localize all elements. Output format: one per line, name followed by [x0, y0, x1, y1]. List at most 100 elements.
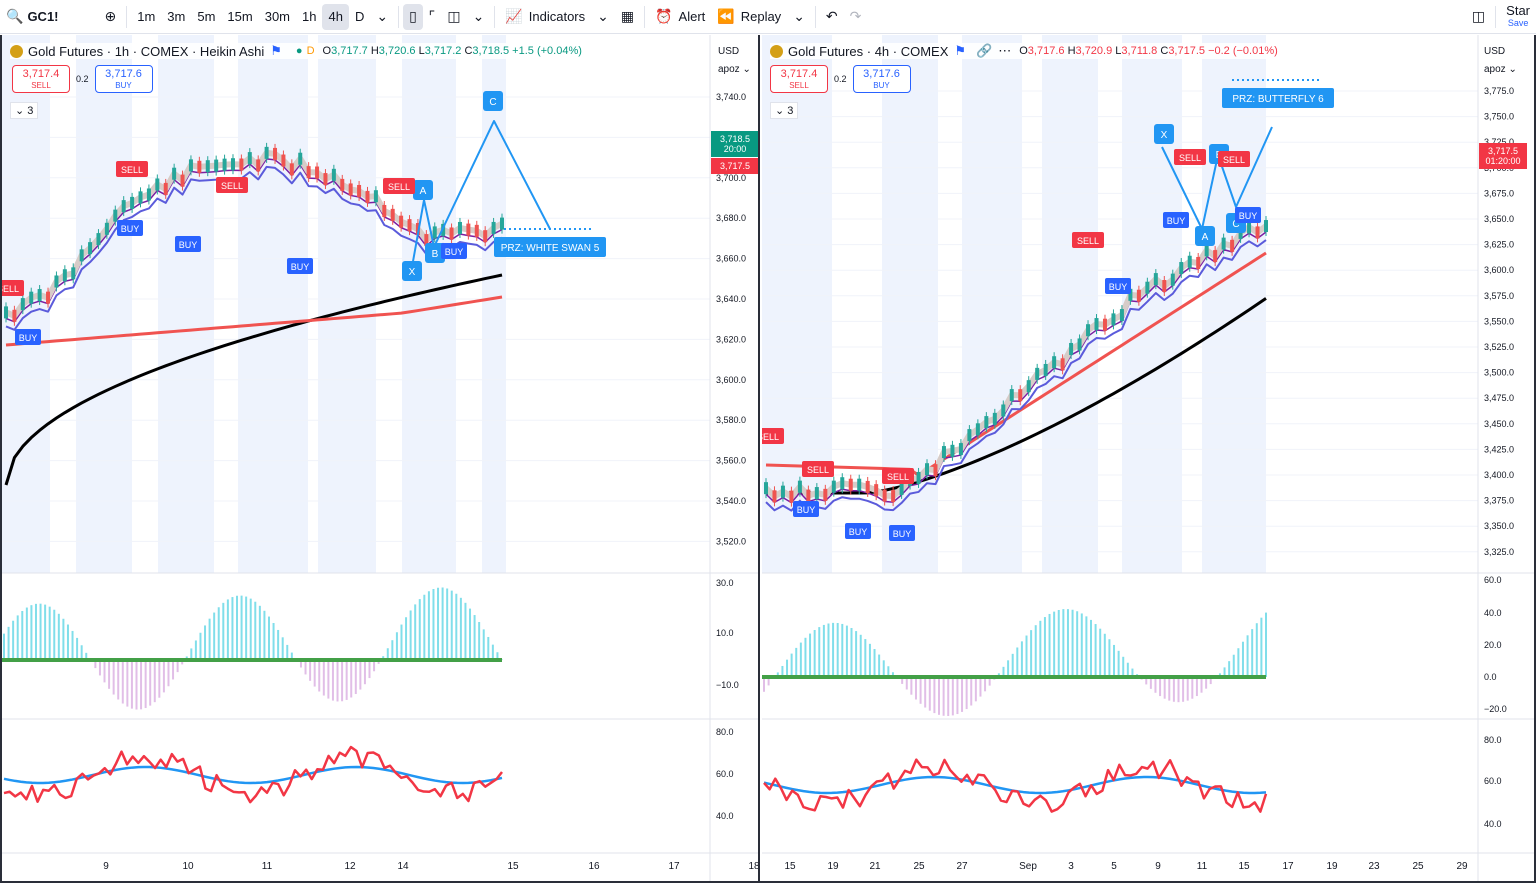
currency-label: USD — [1484, 46, 1506, 57]
chart-canvas-left[interactable]: 3,740.03,720.03,700.03,680.03,660.03,640… — [2, 35, 760, 881]
chart-pane-right[interactable]: 3,775.03,750.03,725.03,700.03,675.03,650… — [762, 35, 1534, 881]
interval-3m[interactable]: 3m — [167, 9, 186, 24]
link-icon[interactable]: 🔗 — [976, 43, 993, 58]
redo-button[interactable]: ↷ — [844, 4, 868, 30]
prz-label-box[interactable] — [1222, 88, 1334, 108]
pattern-point-X[interactable] — [402, 261, 422, 281]
buy-signal-badge[interactable] — [845, 523, 871, 539]
price-tick-label: 3,325.0 — [1484, 547, 1514, 557]
buy-signal-badge[interactable] — [1235, 207, 1261, 223]
chart-type-button[interactable]: ◫ — [441, 4, 466, 30]
price-tick-label: 3,680.0 — [716, 213, 746, 223]
pattern-point-A[interactable] — [1195, 226, 1215, 246]
time-tick-label: 15 — [1238, 861, 1250, 872]
price-scale-settings-right[interactable]: USD apoz ⌄ — [1484, 43, 1517, 79]
buy-signal-badge[interactable] — [1105, 278, 1131, 294]
sell-signal-badge[interactable] — [2, 280, 24, 296]
buy-signal-badge[interactable] — [889, 525, 915, 541]
sell-signal-badge[interactable] — [1174, 149, 1206, 165]
chart-canvas-right[interactable]: 3,775.03,750.03,725.03,700.03,675.03,650… — [762, 35, 1534, 881]
symbol-search-button[interactable]: 🔍 GC1! — [0, 4, 65, 30]
buy-button[interactable]: 3,717.6 BUY — [94, 65, 153, 93]
buy-signal-badge[interactable] — [175, 236, 201, 252]
chart-pane-left[interactable]: 3,740.03,720.03,700.03,680.03,660.03,640… — [2, 35, 760, 881]
pattern-point-A[interactable] — [413, 180, 433, 200]
save-layout-button[interactable]: Star Save — [1500, 2, 1536, 32]
indicators-collapse-toggle[interactable]: ⌄ 3 — [770, 102, 799, 119]
candle-body — [457, 221, 462, 234]
price-tag — [711, 131, 758, 157]
time-tick-label: 9 — [103, 861, 109, 872]
chart-type-dropdown-button[interactable]: ⌄ — [467, 4, 491, 30]
buy-signal-badge[interactable] — [15, 329, 41, 345]
candle-body — [1179, 262, 1184, 275]
interval-D[interactable]: D — [354, 9, 365, 24]
sell-button[interactable]: 3,717.4 SELL — [770, 65, 828, 93]
flag-icon[interactable]: ⚑ — [954, 43, 967, 58]
candle-body — [941, 446, 946, 459]
buy-signal-badge-label: BUY — [1167, 216, 1186, 226]
sell-button[interactable]: 3,717.4 SELL — [12, 65, 70, 93]
sell-signal-badge[interactable] — [762, 428, 784, 444]
sell-signal-badge[interactable] — [1072, 232, 1104, 248]
candles-style-button[interactable]: ▯ — [403, 3, 423, 30]
candle-body — [840, 477, 845, 490]
candle-body — [357, 184, 362, 197]
interval-selector: 1m 3m 5m 15m 30m 1h 4h D — [131, 3, 370, 30]
pattern-point-C[interactable] — [483, 91, 503, 111]
sell-signal-badge[interactable] — [383, 178, 415, 194]
price-tick-label: 3,625.0 — [1484, 240, 1514, 250]
compare-button[interactable]: ⊕ — [99, 4, 123, 30]
pattern-point-label: A — [1202, 232, 1209, 243]
pattern-point-X[interactable] — [1154, 124, 1174, 144]
pattern-point-label: C — [489, 97, 496, 108]
pattern-point-B[interactable] — [425, 243, 445, 263]
prz-label-box[interactable] — [494, 237, 606, 257]
price-tick-label: 3,580.0 — [716, 415, 746, 425]
buy-signal-badge[interactable] — [287, 258, 313, 274]
candle-body — [831, 480, 836, 493]
interval-5m[interactable]: 5m — [197, 9, 216, 24]
sell-signal-badge[interactable] — [216, 177, 248, 193]
more-icon[interactable]: ⋯ — [998, 43, 1012, 58]
sell-signal-badge[interactable] — [882, 468, 914, 484]
layout-toggle-button[interactable]: ◫ — [1466, 4, 1491, 30]
replay-button[interactable]: ⏪ Replay — [711, 4, 787, 30]
candle-body — [348, 183, 353, 196]
interval-4h[interactable]: 4h — [322, 3, 349, 30]
buy-signal-badge[interactable] — [117, 220, 143, 236]
candle-body — [925, 463, 930, 476]
buy-signal-badge[interactable] — [793, 501, 819, 517]
candle-body — [865, 480, 870, 493]
indicators-collapse-toggle[interactable]: ⌄ 3 — [10, 102, 39, 119]
interval-dropdown-button[interactable]: ⌄ — [370, 4, 394, 30]
price-tick-label: 3,500.0 — [1484, 368, 1514, 378]
flag-icon[interactable]: ⚑ — [270, 43, 282, 58]
buy-button[interactable]: 3,717.6 BUY — [852, 65, 911, 93]
buy-signal-badge[interactable] — [1163, 212, 1189, 228]
sell-signal-badge[interactable] — [116, 161, 148, 177]
interval-1h[interactable]: 1h — [302, 9, 317, 24]
chevron-down-icon: ⌄ — [793, 8, 805, 25]
interval-15m[interactable]: 15m — [227, 9, 253, 24]
price-scale-settings-left[interactable]: USD apoz ⌄ — [718, 43, 751, 79]
alert-button[interactable]: ⏰ Alert — [649, 4, 711, 30]
candle-body — [1086, 324, 1091, 337]
indicators-button[interactable]: 📈 Indicators — [499, 4, 591, 30]
divider — [644, 5, 646, 28]
layout-button[interactable]: ▦ — [615, 4, 640, 30]
interval-1m[interactable]: 1m — [137, 9, 156, 24]
candle-body — [298, 152, 303, 165]
buy-signal-badge[interactable] — [441, 243, 467, 259]
bar-replay-style-button[interactable]: ⌜ — [423, 4, 442, 30]
candle-body — [1001, 404, 1006, 417]
sell-signal-badge[interactable] — [802, 461, 834, 477]
osc-tick-label: −20.0 — [1484, 704, 1507, 714]
indicators-dropdown-button[interactable]: ⌄ — [591, 4, 615, 30]
undo-button[interactable]: ↶ — [820, 4, 844, 30]
sell-signal-badge-label: SELL — [221, 181, 243, 191]
replay-dropdown-button[interactable]: ⌄ — [787, 4, 811, 30]
chart-layout: 3,740.03,720.03,700.03,680.03,660.03,640… — [0, 35, 1536, 883]
sell-signal-badge[interactable] — [1218, 151, 1250, 167]
interval-30m[interactable]: 30m — [264, 9, 291, 24]
